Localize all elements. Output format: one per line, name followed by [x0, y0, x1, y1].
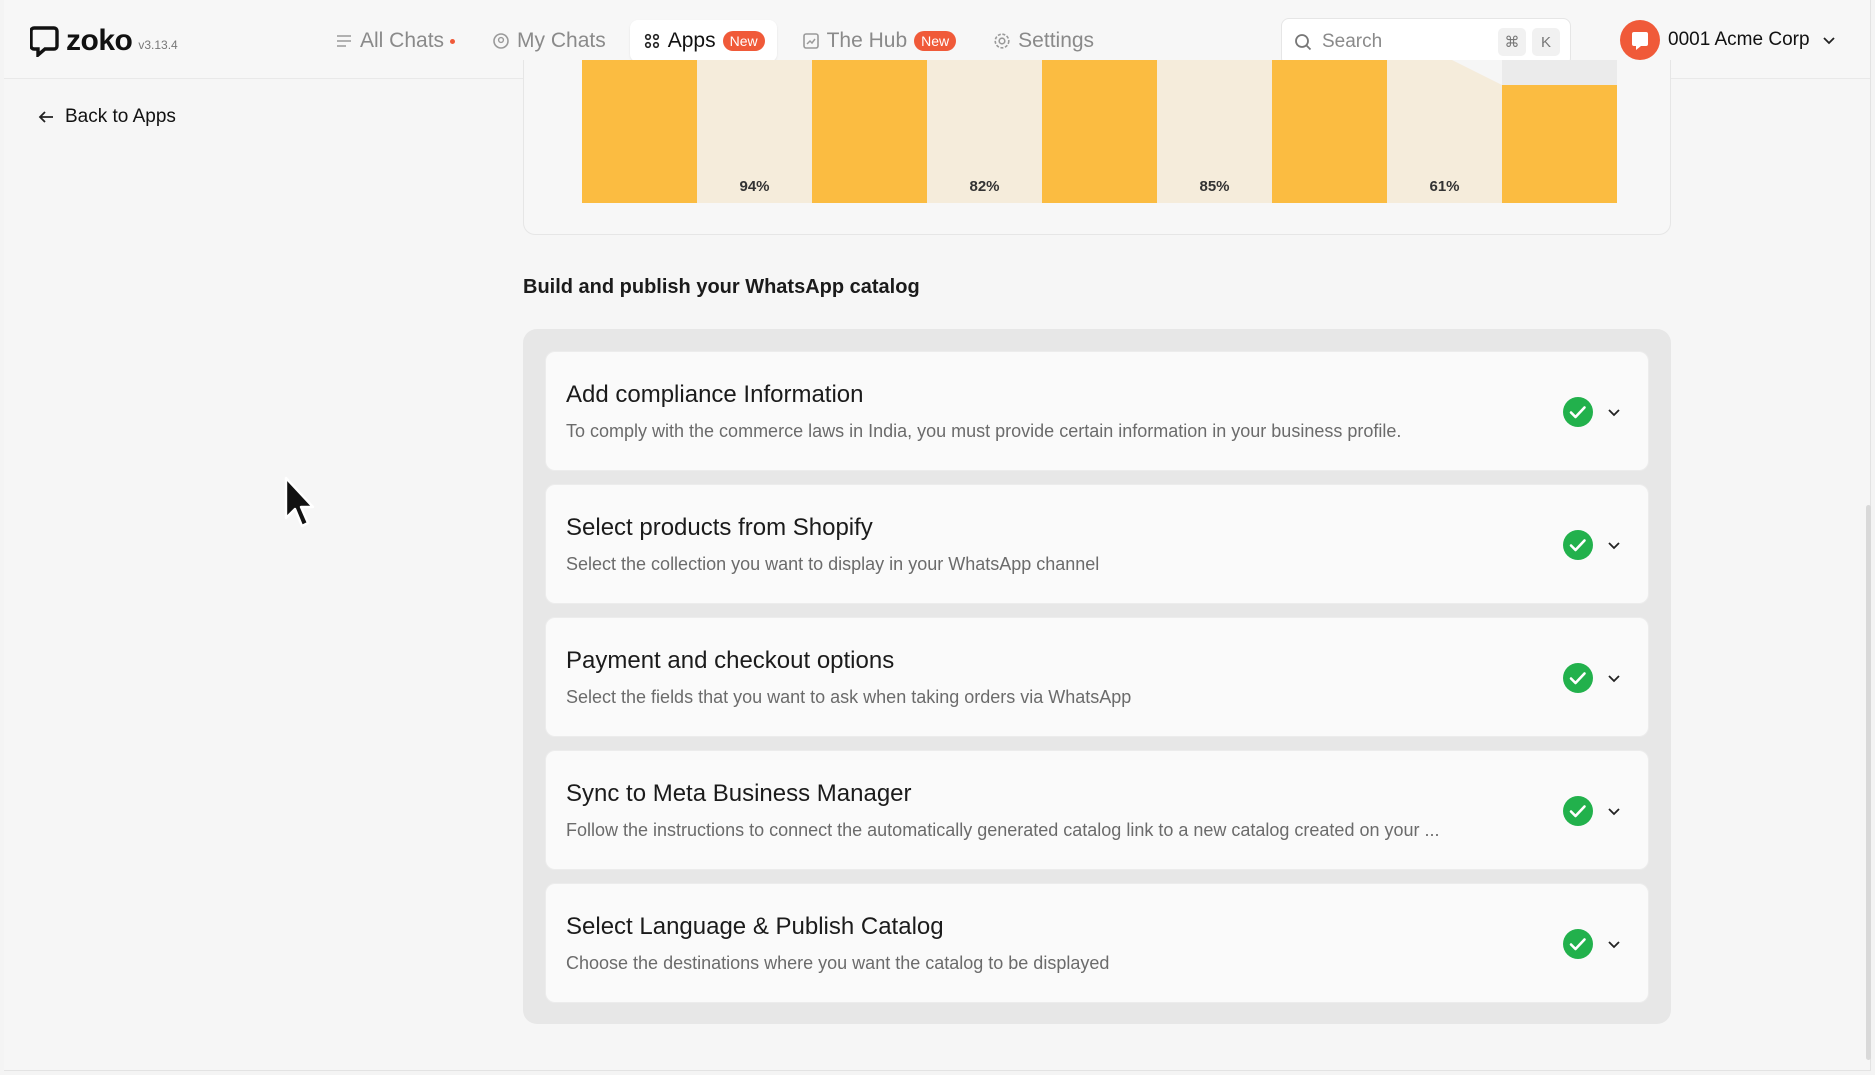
check-circle-icon: [1563, 530, 1593, 560]
nav-label: The Hub: [826, 29, 908, 52]
arrow-left-icon: [38, 111, 53, 123]
funnel-bar-remainder: [1502, 60, 1617, 85]
list-icon: [337, 35, 351, 47]
funnel-dropoff-label: 85%: [1199, 178, 1229, 195]
nav-label: Settings: [1018, 29, 1095, 52]
chevron-down-icon[interactable]: [1606, 670, 1622, 686]
step-meta-sync[interactable]: Sync to Meta Business Manager Follow the…: [545, 750, 1649, 870]
main-nav: All Chats My Chats Apps New The Hub New …: [322, 20, 1118, 62]
brand-logo[interactable]: zoko v3.13.4: [30, 24, 178, 58]
step-compliance[interactable]: Add compliance Information To comply wit…: [545, 351, 1649, 471]
nav-label: All Chats: [360, 29, 445, 52]
check-circle-icon: [1563, 796, 1593, 826]
apps-grid-icon: [644, 33, 659, 49]
funnel-dropoff-label: 61%: [1429, 178, 1459, 195]
check-circle-icon: [1563, 663, 1593, 693]
nav-label: My Chats: [517, 29, 606, 52]
funnel-dropoff: [697, 60, 812, 203]
chevron-down-icon[interactable]: [1606, 936, 1622, 952]
step-title: Add compliance Information: [566, 381, 864, 408]
funnel-dropoff: [1157, 60, 1272, 203]
funnel-chart-card: 94% 82% 85% 61%: [523, 60, 1671, 235]
funnel-dropoff: [927, 60, 1042, 203]
step-description: Select the fields that you want to ask w…: [566, 687, 1132, 707]
account-name: 0001 Acme Corp: [1668, 29, 1810, 50]
new-badge: New: [722, 31, 765, 51]
shortcut-cmd-key: ⌘: [1498, 28, 1526, 56]
shortcut-k-key: K: [1532, 28, 1560, 56]
search-box[interactable]: Search ⌘ K: [1281, 18, 1571, 66]
nav-label: Apps: [667, 29, 716, 52]
nav-all-chats[interactable]: All Chats: [322, 20, 467, 62]
funnel-bar: [1042, 60, 1157, 203]
gear-icon: [994, 33, 1010, 49]
funnel-bar: [1502, 85, 1617, 203]
nav-the-hub[interactable]: The Hub New: [789, 20, 969, 62]
step-title: Select products from Shopify: [566, 514, 873, 541]
chevron-down-icon[interactable]: [1606, 537, 1622, 553]
chevron-down-icon[interactable]: [1606, 404, 1622, 420]
account-switcher[interactable]: 0001 Acme Corp: [1620, 20, 1838, 60]
step-description: To comply with the commerce laws in Indi…: [566, 421, 1402, 441]
chat-icon: [493, 33, 509, 49]
back-link-label: Back to Apps: [65, 106, 176, 127]
step-payment-checkout[interactable]: Payment and checkout options Select the …: [545, 617, 1649, 737]
section-title: Build and publish your WhatsApp catalog: [523, 276, 920, 298]
chart-icon: [802, 33, 819, 49]
unread-dot: [450, 38, 456, 44]
step-title: Sync to Meta Business Manager: [566, 780, 912, 807]
chevron-down-icon: [1822, 37, 1835, 45]
funnel-dropoff-edge: [1452, 60, 1502, 85]
step-publish-catalog[interactable]: Select Language & Publish Catalog Choose…: [545, 883, 1649, 1003]
app-window: zoko v3.13.4 All Chats My Chats Apps New…: [4, 0, 1871, 1071]
step-title: Select Language & Publish Catalog: [566, 913, 944, 940]
nav-my-chats[interactable]: My Chats: [479, 20, 618, 62]
step-shopify-products[interactable]: Select products from Shopify Select the …: [545, 484, 1649, 604]
new-badge: New: [914, 31, 957, 51]
funnel-bar: [582, 60, 697, 203]
back-to-apps-link[interactable]: Back to Apps: [36, 106, 176, 128]
funnel-bar: [812, 60, 927, 203]
step-title: Payment and checkout options: [566, 647, 895, 674]
check-circle-icon: [1563, 929, 1593, 959]
funnel-bar: [1272, 60, 1387, 203]
check-circle-icon: [1563, 397, 1593, 427]
brand-name: zoko: [66, 24, 133, 57]
step-description: Select the collection you want to displa…: [566, 554, 1100, 574]
funnel-chart: 94% 82% 85% 61%: [582, 60, 1617, 203]
zoko-logo-icon: [1632, 32, 1648, 50]
mouse-cursor-icon: [284, 476, 315, 528]
account-avatar: [1620, 20, 1660, 60]
funnel-dropoff-label: 82%: [969, 178, 999, 195]
catalog-steps-list: Add compliance Information To comply wit…: [523, 329, 1671, 1024]
chevron-down-icon[interactable]: [1606, 803, 1622, 819]
search-placeholder: Search: [1322, 31, 1383, 52]
nav-settings[interactable]: Settings: [980, 20, 1106, 62]
step-description: Choose the destinations where you want t…: [566, 953, 1110, 973]
app-version: v3.13.4: [138, 38, 178, 52]
funnel-dropoff: [1387, 60, 1502, 203]
search-icon: [1295, 34, 1312, 51]
step-description: Follow the instructions to connect the a…: [566, 820, 1440, 840]
nav-apps[interactable]: Apps New: [629, 20, 777, 62]
funnel-dropoff-label: 94%: [739, 178, 769, 195]
page-scrollbar[interactable]: [1866, 505, 1871, 1060]
zoko-logo-icon: [30, 26, 59, 57]
